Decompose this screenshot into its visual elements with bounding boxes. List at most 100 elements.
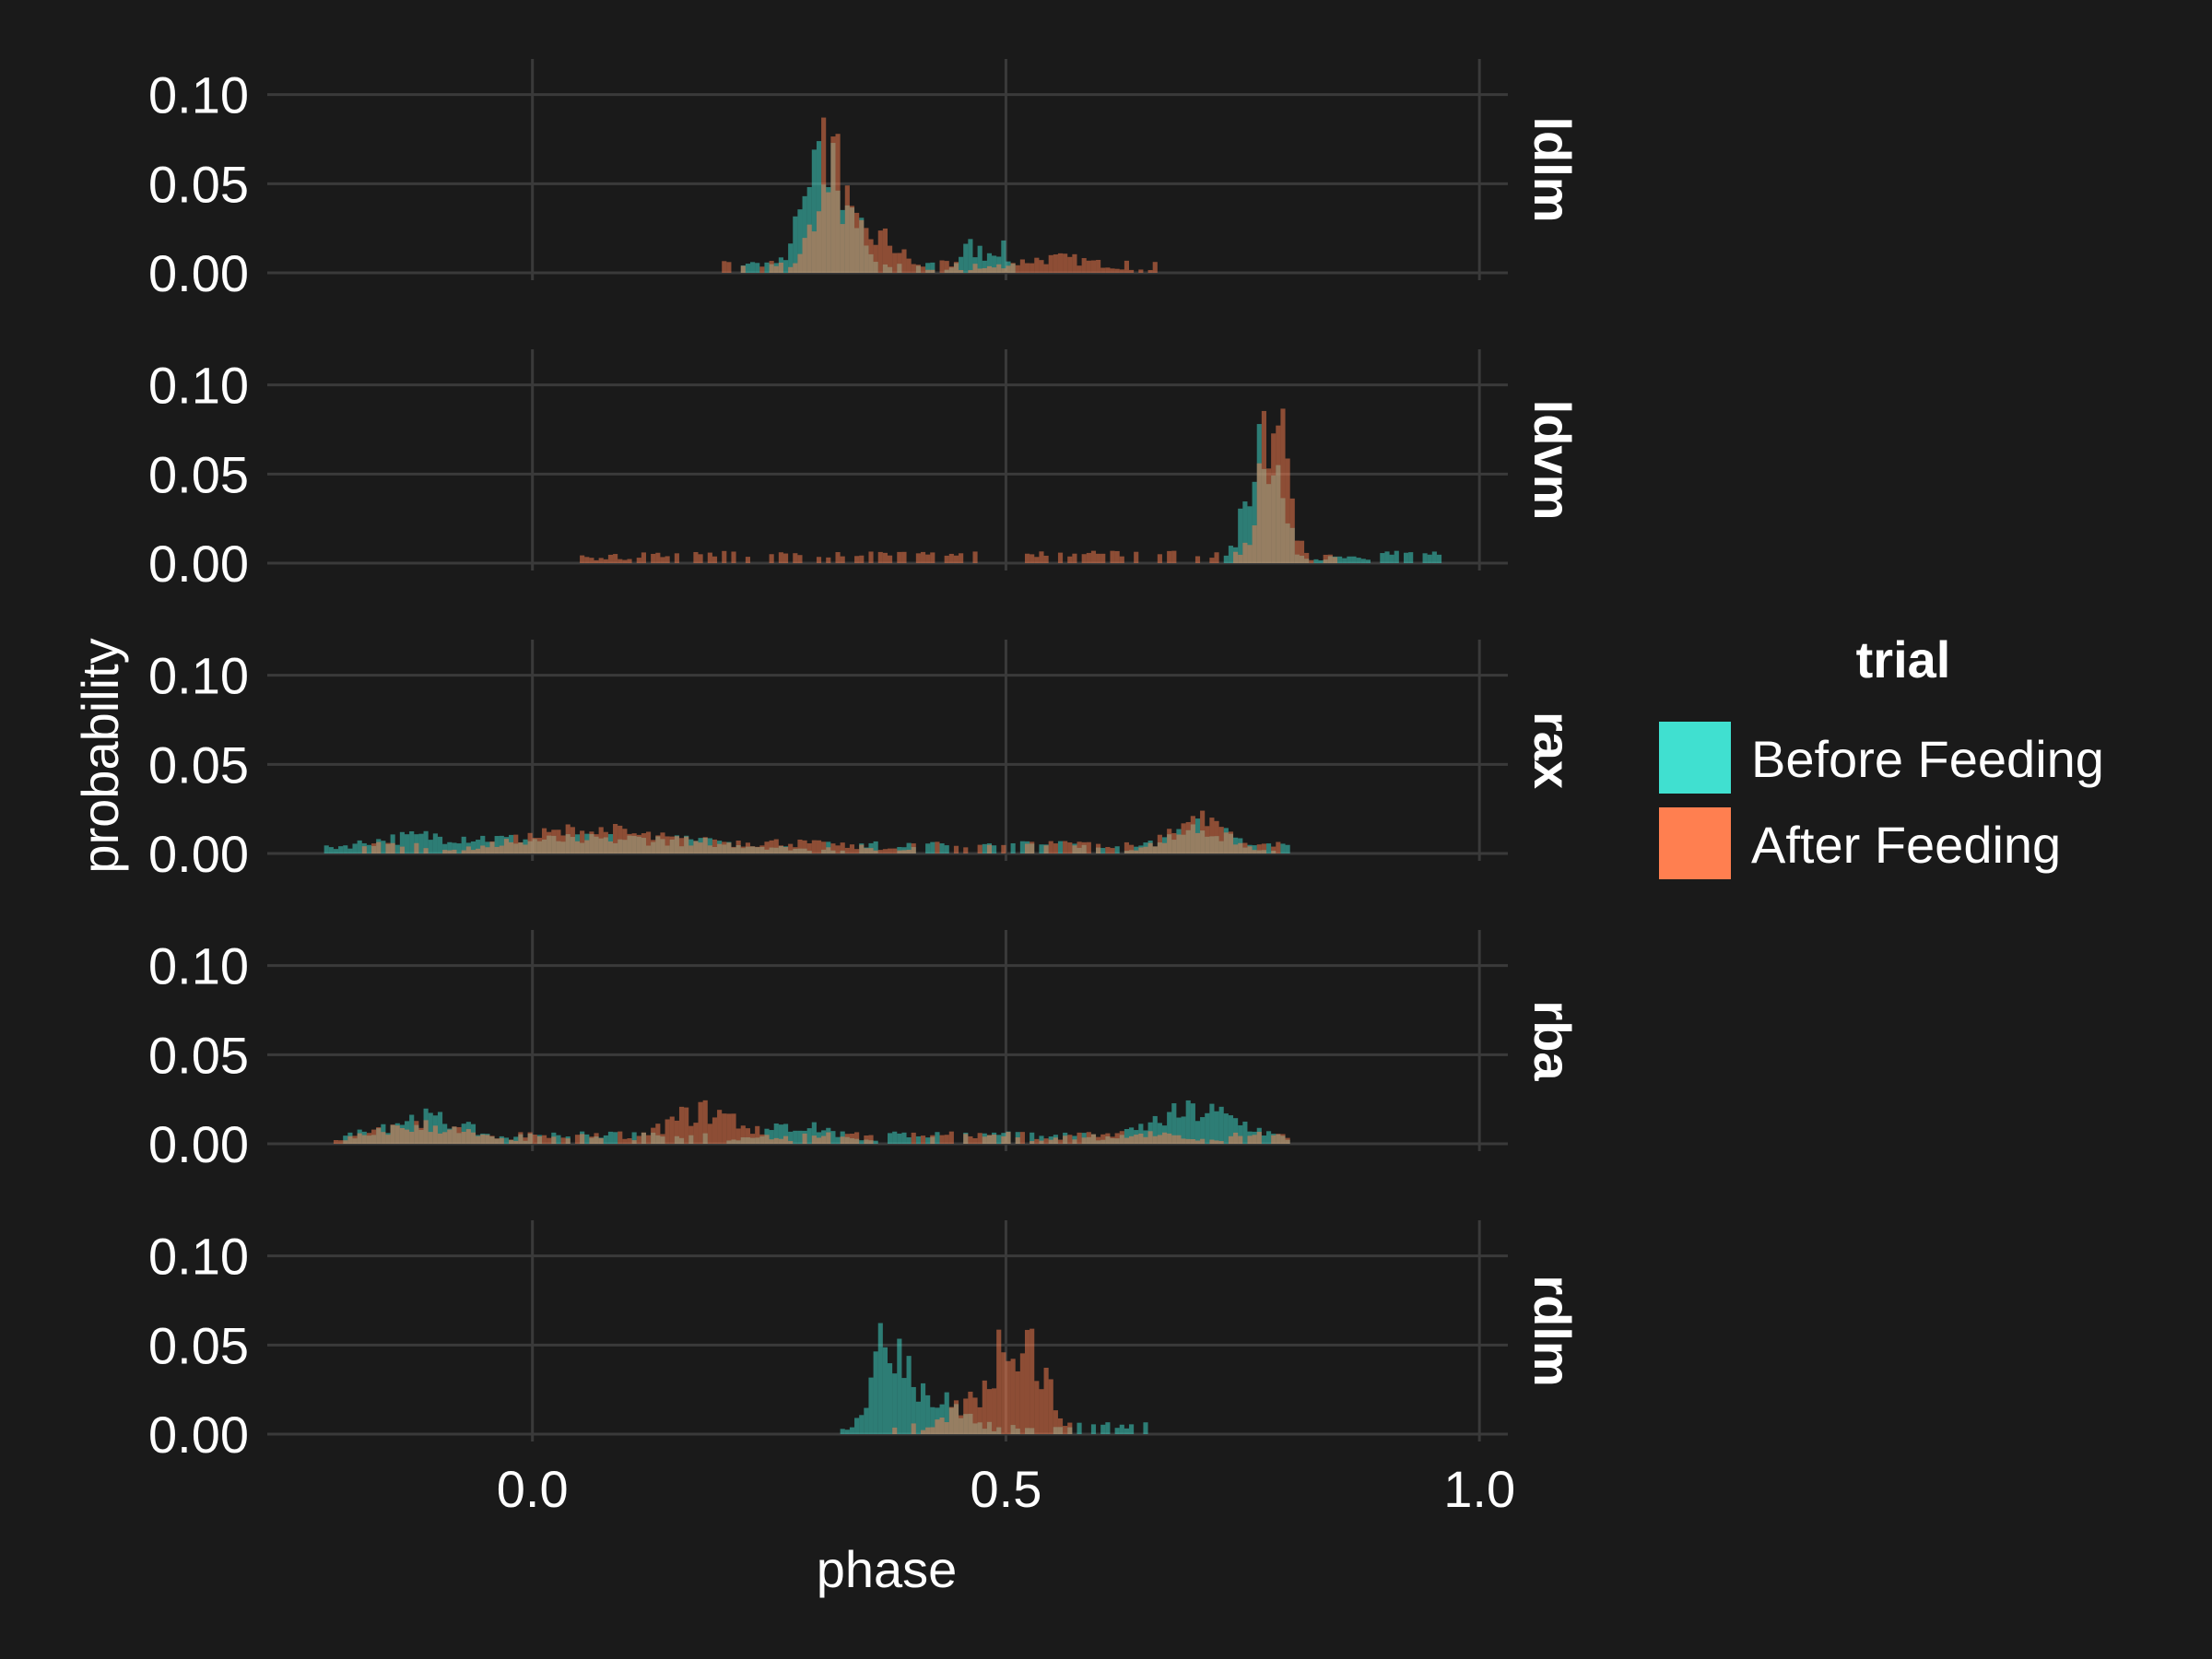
histogram-bar xyxy=(409,830,415,853)
facet-panel-rba: 0.00 0.05 0.10 rba xyxy=(148,930,1582,1173)
histogram-bar xyxy=(1337,556,1343,563)
histogram-bar xyxy=(1048,1379,1053,1434)
histogram-bar xyxy=(598,558,604,563)
histogram-bar xyxy=(722,841,727,853)
histogram-bar xyxy=(428,1112,433,1144)
histogram-bar xyxy=(1280,843,1286,853)
histogram-bar xyxy=(977,268,982,273)
histogram-bar xyxy=(1001,1135,1006,1144)
histogram-bar xyxy=(925,554,931,563)
histogram-bar xyxy=(532,838,537,853)
histogram-bar xyxy=(485,847,490,853)
histogram-bar xyxy=(1209,818,1215,853)
histogram-bar xyxy=(939,1135,945,1144)
y-tick-label: 0.10 xyxy=(148,937,249,995)
histogram-bar xyxy=(432,833,438,853)
facet-panels: 0.00 0.05 0.10 ldlm 0.00 0.05 0.10 ldvm 0.00 0.05… xyxy=(148,59,1582,1464)
histogram-bar xyxy=(986,1389,993,1434)
histogram-bar xyxy=(641,833,646,853)
histogram-bar xyxy=(655,552,661,563)
histogram-bar xyxy=(873,1351,878,1434)
histogram-bar xyxy=(480,835,486,853)
histogram-bar xyxy=(674,1120,679,1144)
histogram-bar xyxy=(854,1132,860,1144)
histogram-bar xyxy=(944,1135,949,1144)
histogram-bar xyxy=(1072,253,1077,273)
facet-panel-ldlm: 0.00 0.05 0.10 ldlm xyxy=(148,59,1582,302)
histogram-bar xyxy=(873,1140,878,1144)
histogram-bar xyxy=(892,848,898,853)
histogram-bar xyxy=(447,1129,453,1144)
histogram-bar xyxy=(755,1125,760,1144)
histogram-bar xyxy=(1143,1422,1148,1434)
histogram-bar xyxy=(1134,846,1139,853)
histogram-bar xyxy=(977,1406,982,1434)
histogram-bar xyxy=(892,1373,898,1434)
histogram-bar xyxy=(476,848,481,853)
histogram-bar xyxy=(868,1135,874,1144)
histogram-bar xyxy=(935,841,940,853)
histogram-bar xyxy=(627,833,632,853)
histogram-bar xyxy=(935,1132,940,1144)
histogram-bar xyxy=(793,1130,798,1144)
histogram-bar xyxy=(977,245,982,273)
histogram-bar xyxy=(1090,260,1097,273)
series-after-feeding xyxy=(892,1328,1073,1434)
histogram-bar xyxy=(1114,268,1120,273)
histogram-bar xyxy=(1039,1140,1044,1144)
histogram-bar xyxy=(1067,842,1073,853)
histogram-bar xyxy=(986,265,993,273)
histogram-bar xyxy=(1030,1141,1035,1144)
histogram-bar xyxy=(560,835,566,853)
histogram-bar xyxy=(452,1126,457,1144)
histogram-bar xyxy=(1053,254,1058,273)
histogram-bar xyxy=(1342,558,1347,563)
histogram-bar xyxy=(1157,1123,1162,1144)
histogram-bar xyxy=(840,842,845,853)
histogram-bar xyxy=(925,843,931,853)
histogram-bar xyxy=(935,1419,940,1434)
histogram-bar xyxy=(376,841,382,853)
facet-strip-label: ldvm xyxy=(1524,400,1582,521)
histogram-bar xyxy=(939,843,945,853)
histogram-bar xyxy=(1218,1106,1224,1144)
histogram-bar xyxy=(915,265,921,273)
x-tick-label: 0.0 xyxy=(497,1460,569,1518)
histogram-bar xyxy=(793,847,798,853)
histogram-bar xyxy=(556,830,561,853)
histogram-bar xyxy=(811,1122,817,1144)
histogram-bar xyxy=(1067,256,1073,273)
histogram-bar xyxy=(1171,832,1177,853)
histogram-bar xyxy=(1228,1115,1234,1144)
histogram-bar xyxy=(1110,268,1115,273)
histogram-bar xyxy=(1119,269,1124,273)
histogram-bar xyxy=(518,841,524,853)
histogram-bar xyxy=(1190,1103,1195,1144)
histogram-bar xyxy=(1380,553,1385,563)
histogram-bar xyxy=(622,1138,628,1144)
histogram-bar xyxy=(930,1135,935,1144)
histogram-bar xyxy=(759,266,765,273)
histogram-bar xyxy=(968,1391,973,1434)
histogram-bar xyxy=(782,260,789,273)
histogram-bar xyxy=(1276,1134,1281,1144)
histogram-bar xyxy=(782,847,789,853)
histogram-bar xyxy=(536,1135,542,1144)
histogram-bar xyxy=(390,1124,395,1144)
x-tick-label: 0.5 xyxy=(971,1460,1042,1518)
histogram-bar xyxy=(1265,1131,1272,1144)
histogram-bar xyxy=(778,1124,783,1144)
histogram-bar xyxy=(1209,1103,1215,1144)
histogram-bar xyxy=(1242,842,1248,853)
histogram-bar xyxy=(797,839,803,853)
histogram-bar xyxy=(897,551,902,563)
histogram-bar xyxy=(645,1135,652,1144)
histogram-bar xyxy=(873,244,878,273)
histogram-bar xyxy=(347,1135,353,1144)
facet-strip-label: rba xyxy=(1524,1000,1582,1081)
histogram-bar xyxy=(357,840,362,853)
y-tick-label: 0.00 xyxy=(148,535,249,593)
histogram-bar xyxy=(536,838,542,853)
histogram-bar xyxy=(1114,846,1120,853)
histogram-bar xyxy=(948,1406,954,1434)
